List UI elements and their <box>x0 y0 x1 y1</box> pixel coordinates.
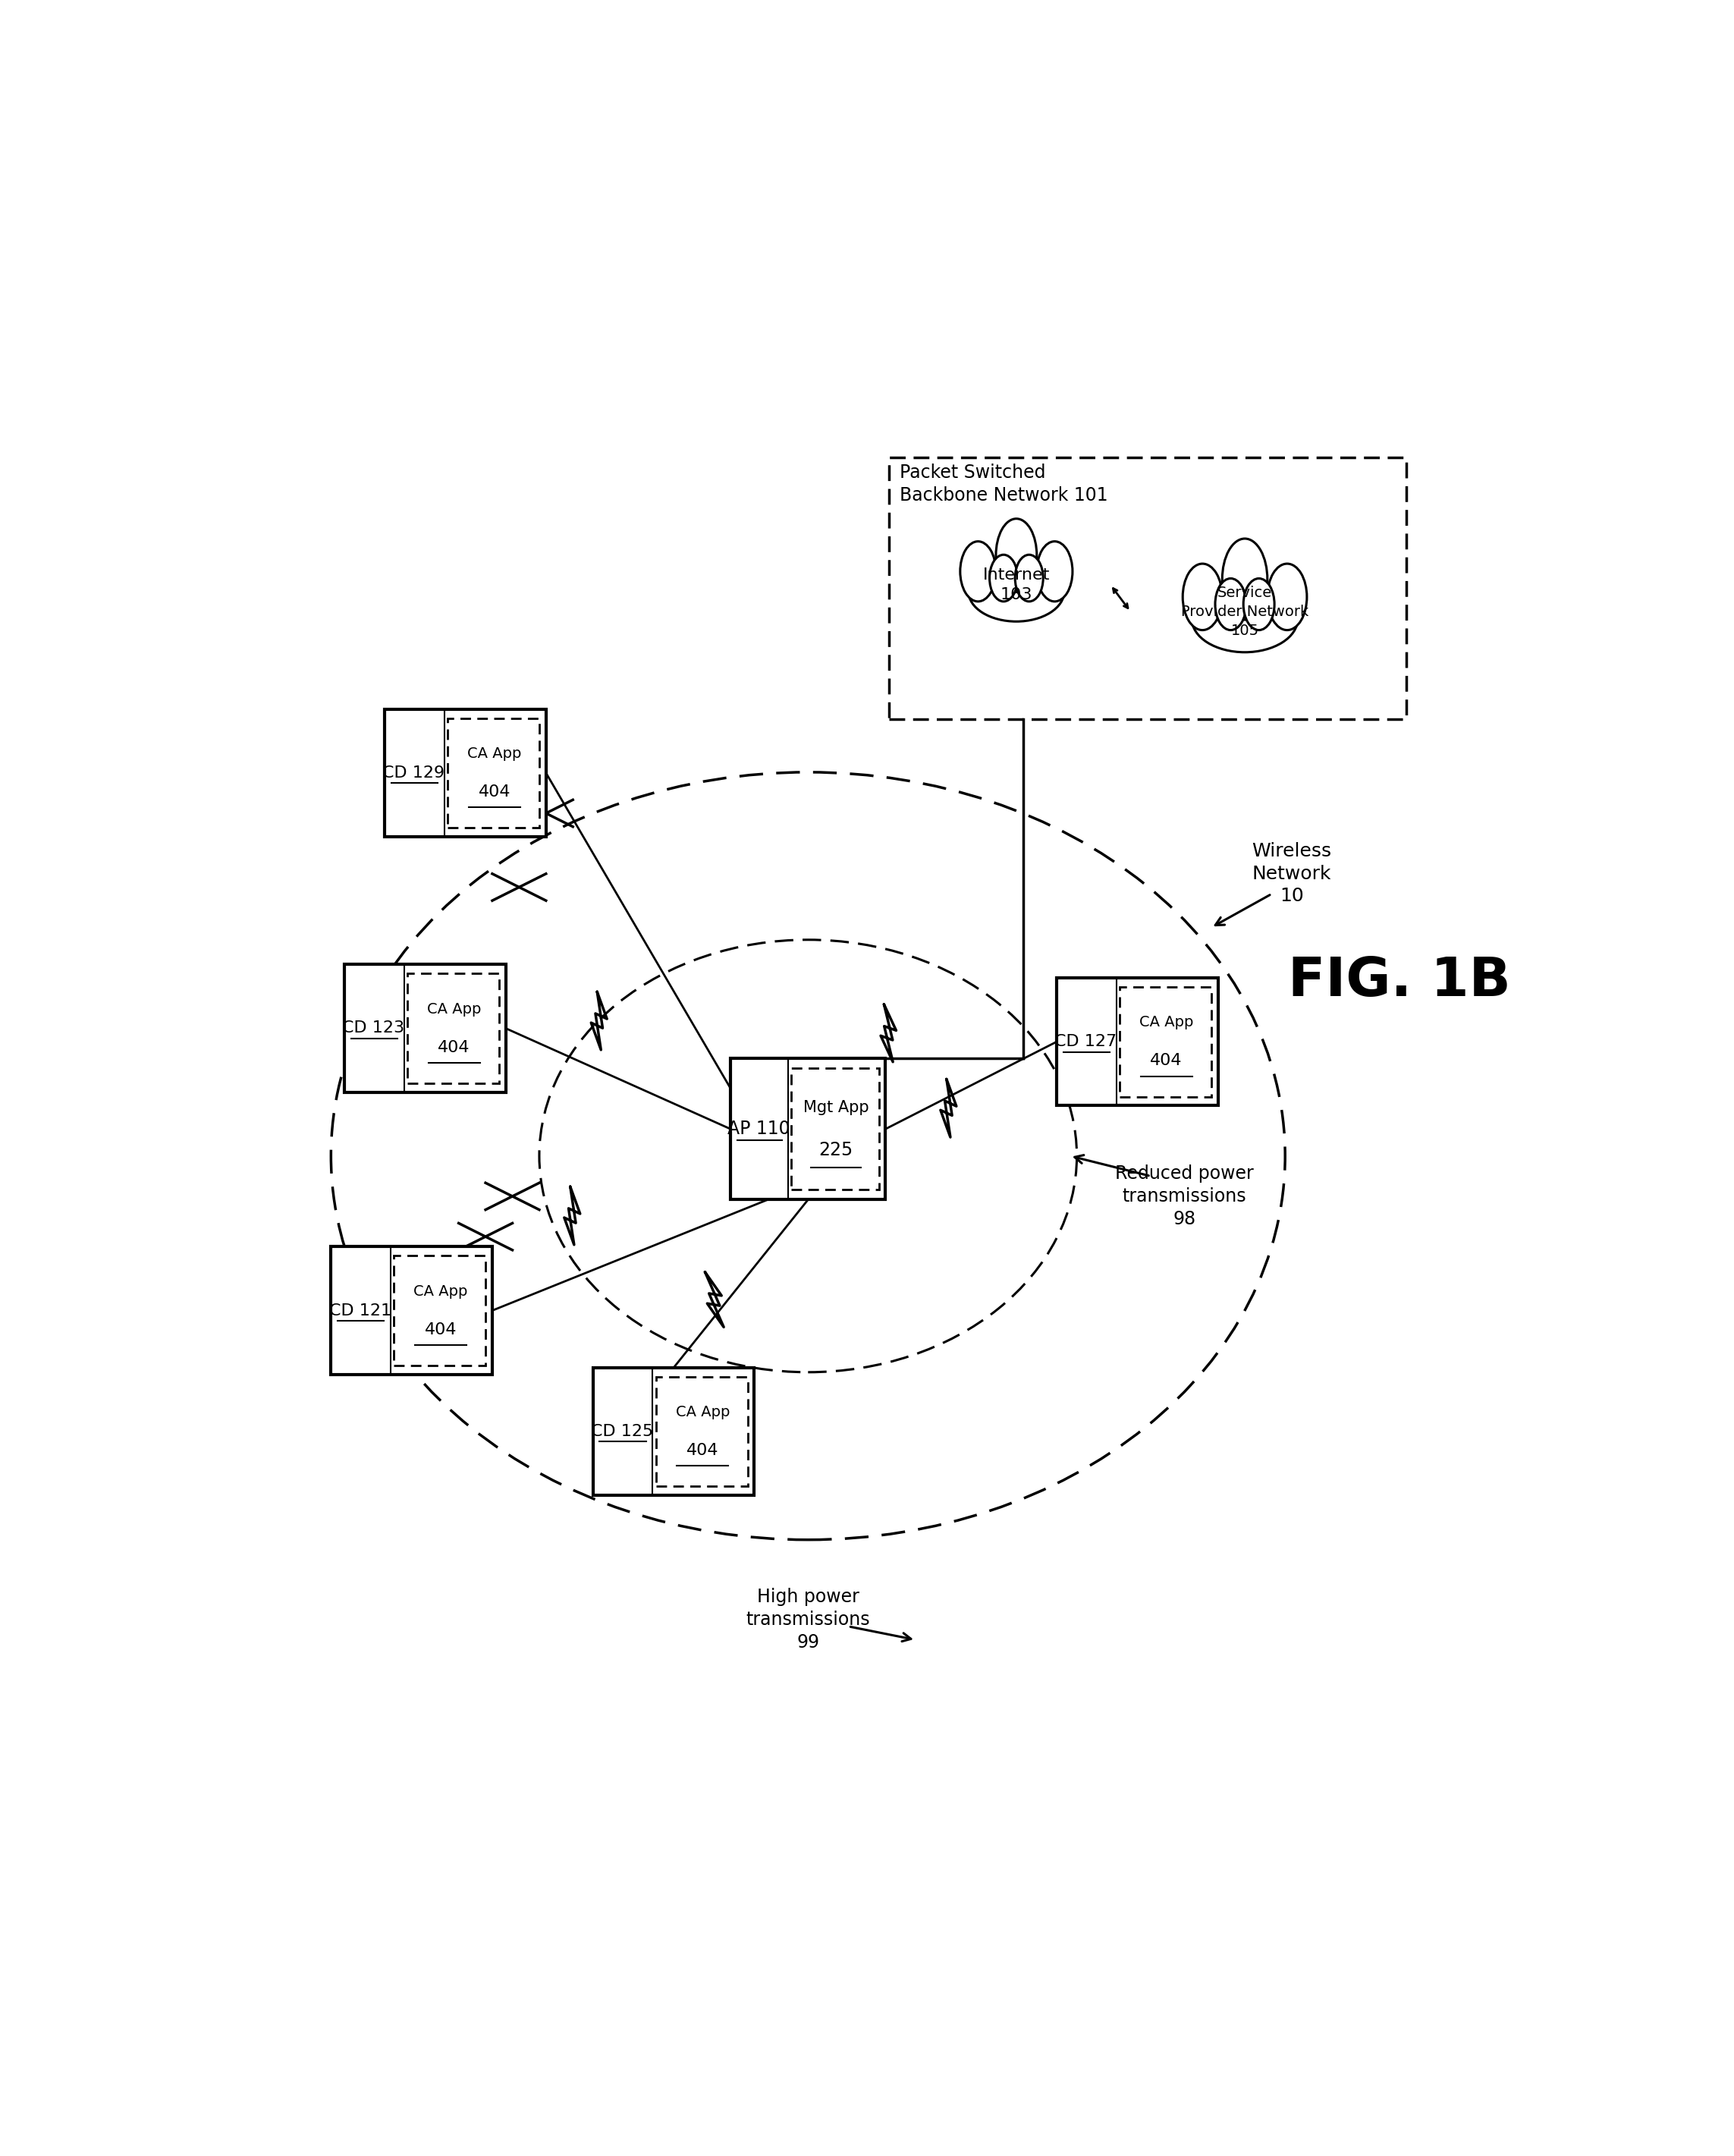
Ellipse shape <box>1268 563 1307 630</box>
Text: 404: 404 <box>1150 1054 1183 1069</box>
FancyBboxPatch shape <box>730 1059 886 1199</box>
Ellipse shape <box>990 554 1018 602</box>
FancyBboxPatch shape <box>394 1255 486 1365</box>
Text: CD 127: CD 127 <box>1054 1035 1117 1050</box>
Text: CA App: CA App <box>468 746 522 761</box>
Text: CD 129: CD 129 <box>383 765 446 780</box>
FancyBboxPatch shape <box>593 1367 754 1496</box>
Text: 404: 404 <box>479 785 510 800</box>
Text: Wireless
Network
10: Wireless Network 10 <box>1252 843 1332 906</box>
Ellipse shape <box>1216 578 1247 630</box>
FancyBboxPatch shape <box>655 1376 747 1485</box>
Text: AP 110: AP 110 <box>727 1119 791 1138</box>
FancyBboxPatch shape <box>407 972 499 1082</box>
Text: CA App: CA App <box>676 1406 730 1419</box>
Ellipse shape <box>1243 578 1274 630</box>
FancyBboxPatch shape <box>385 709 546 837</box>
Text: CA App: CA App <box>414 1285 468 1298</box>
FancyBboxPatch shape <box>791 1069 879 1190</box>
Text: 404: 404 <box>425 1322 456 1337</box>
Text: Mgt App: Mgt App <box>803 1100 869 1115</box>
FancyBboxPatch shape <box>1120 987 1212 1097</box>
Ellipse shape <box>1014 554 1044 602</box>
Text: Reduced power
transmissions
98: Reduced power transmissions 98 <box>1115 1164 1254 1229</box>
Text: Internet
103: Internet 103 <box>983 567 1049 602</box>
Ellipse shape <box>1191 586 1297 653</box>
Text: CA App: CA App <box>427 1003 480 1015</box>
FancyBboxPatch shape <box>890 457 1406 720</box>
Ellipse shape <box>995 520 1037 593</box>
Text: High power
transmissions
99: High power transmissions 99 <box>746 1589 870 1651</box>
Ellipse shape <box>1183 563 1222 630</box>
Ellipse shape <box>969 561 1065 621</box>
Text: CD 125: CD 125 <box>591 1423 654 1438</box>
Ellipse shape <box>1037 541 1073 602</box>
Text: Packet Switched
Backbone Network 101: Packet Switched Backbone Network 101 <box>900 464 1108 505</box>
Text: CD 121: CD 121 <box>329 1302 392 1317</box>
Ellipse shape <box>1222 539 1268 619</box>
Text: 225: 225 <box>818 1141 853 1160</box>
Text: CA App: CA App <box>1139 1015 1193 1031</box>
Ellipse shape <box>961 541 995 602</box>
Text: 404: 404 <box>687 1442 720 1457</box>
Text: Service
Provider Network
105: Service Provider Network 105 <box>1181 586 1309 638</box>
Text: FIG. 1B: FIG. 1B <box>1288 955 1510 1007</box>
Text: 404: 404 <box>439 1039 470 1054</box>
FancyBboxPatch shape <box>345 964 506 1093</box>
Text: CD 123: CD 123 <box>342 1020 404 1035</box>
FancyBboxPatch shape <box>331 1246 492 1373</box>
FancyBboxPatch shape <box>1056 979 1217 1106</box>
FancyBboxPatch shape <box>447 718 539 828</box>
